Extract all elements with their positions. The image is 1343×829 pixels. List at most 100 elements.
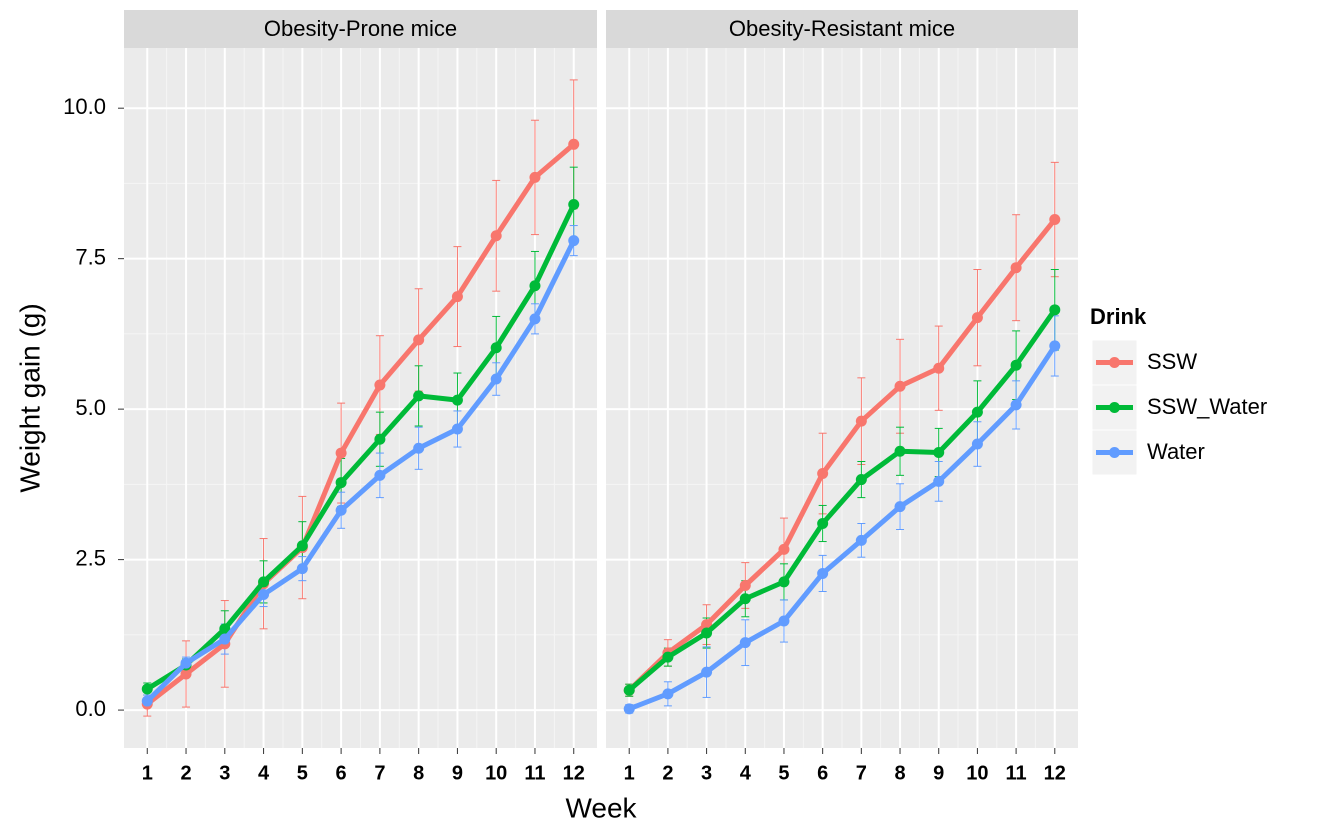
point xyxy=(1010,262,1022,274)
series-line xyxy=(145,203,576,692)
series-line xyxy=(145,239,576,703)
point xyxy=(374,433,386,445)
point xyxy=(701,627,713,639)
legend-point xyxy=(1109,357,1120,368)
point xyxy=(739,637,751,649)
series-line xyxy=(627,308,1057,693)
strip-background xyxy=(124,10,597,48)
point xyxy=(933,475,945,487)
y-axis-title: Weight gain (g) xyxy=(14,303,45,492)
point xyxy=(971,406,983,418)
x-tick-label: 12 xyxy=(1044,762,1066,784)
x-tick-label: 8 xyxy=(894,762,905,784)
series-line xyxy=(627,217,1057,693)
legend-title: Drink xyxy=(1090,304,1147,329)
point xyxy=(971,312,983,324)
y-tick-label: 0.0 xyxy=(75,696,106,721)
x-tick-label: 11 xyxy=(1006,762,1027,784)
point xyxy=(219,623,231,635)
point xyxy=(739,593,751,605)
point xyxy=(894,445,906,457)
x-axis-title: Week xyxy=(565,792,637,823)
x-tick-label: 9 xyxy=(452,762,463,784)
point xyxy=(568,198,580,210)
strip-label: Obesity-Resistant mice xyxy=(729,16,955,41)
point xyxy=(413,442,425,454)
x-tick-label: 6 xyxy=(336,762,347,784)
point xyxy=(778,543,790,555)
point xyxy=(662,651,674,663)
point xyxy=(778,615,790,627)
point xyxy=(219,633,231,645)
point xyxy=(335,504,347,516)
point xyxy=(1010,359,1022,371)
point xyxy=(701,666,713,678)
point xyxy=(413,390,425,402)
x-tick-label: 5 xyxy=(297,762,308,784)
point xyxy=(451,291,463,303)
point xyxy=(490,373,502,385)
point xyxy=(778,576,790,588)
legend-point xyxy=(1109,402,1120,413)
point xyxy=(296,540,308,552)
point xyxy=(894,501,906,513)
x-tick-label: 3 xyxy=(701,762,712,784)
point xyxy=(1049,214,1061,226)
y-tick-label: 2.5 xyxy=(75,545,106,570)
x-tick-label: 2 xyxy=(662,762,673,784)
x-tick-label: 2 xyxy=(180,762,191,784)
point xyxy=(335,477,347,489)
point xyxy=(490,230,502,242)
x-tick-label: 4 xyxy=(740,762,752,784)
point xyxy=(258,589,270,601)
point xyxy=(258,576,270,588)
series-line xyxy=(145,142,576,707)
point xyxy=(817,468,829,480)
strip-background xyxy=(606,10,1078,48)
x-tick-label: 5 xyxy=(778,762,789,784)
x-tick-label: 10 xyxy=(485,762,507,784)
point xyxy=(855,474,867,486)
point xyxy=(623,684,635,696)
point xyxy=(529,313,541,325)
legend-label: SSW xyxy=(1147,349,1197,374)
point xyxy=(529,171,541,183)
point xyxy=(662,688,674,700)
point xyxy=(1049,304,1061,316)
point xyxy=(490,342,502,354)
x-tick-label: 8 xyxy=(413,762,424,784)
point xyxy=(568,138,580,150)
point xyxy=(529,280,541,292)
x-tick-label: 12 xyxy=(563,762,585,784)
y-tick-label: 10.0 xyxy=(63,94,106,119)
point xyxy=(855,415,867,427)
point xyxy=(374,469,386,481)
point xyxy=(413,334,425,346)
legend-label: Water xyxy=(1147,439,1205,464)
x-tick-label: 9 xyxy=(933,762,944,784)
point xyxy=(817,567,829,579)
strip-label: Obesity-Prone mice xyxy=(264,16,457,41)
y-tick-label: 5.0 xyxy=(75,395,106,420)
point xyxy=(141,683,153,695)
x-tick-label: 7 xyxy=(374,762,385,784)
point xyxy=(451,394,463,406)
point xyxy=(180,668,192,680)
point xyxy=(141,695,153,707)
point xyxy=(374,379,386,391)
point xyxy=(623,703,635,715)
legend-label: SSW_Water xyxy=(1147,394,1267,419)
point xyxy=(933,362,945,374)
point xyxy=(739,579,751,591)
x-tick-label: 3 xyxy=(219,762,230,784)
point xyxy=(568,235,580,247)
series-line xyxy=(628,344,1057,712)
x-tick-label: 1 xyxy=(624,762,635,784)
point xyxy=(451,423,463,435)
x-tick-label: 6 xyxy=(817,762,828,784)
x-tick-label: 4 xyxy=(258,762,270,784)
point xyxy=(933,446,945,458)
point xyxy=(855,534,867,546)
x-tick-label: 1 xyxy=(142,762,153,784)
